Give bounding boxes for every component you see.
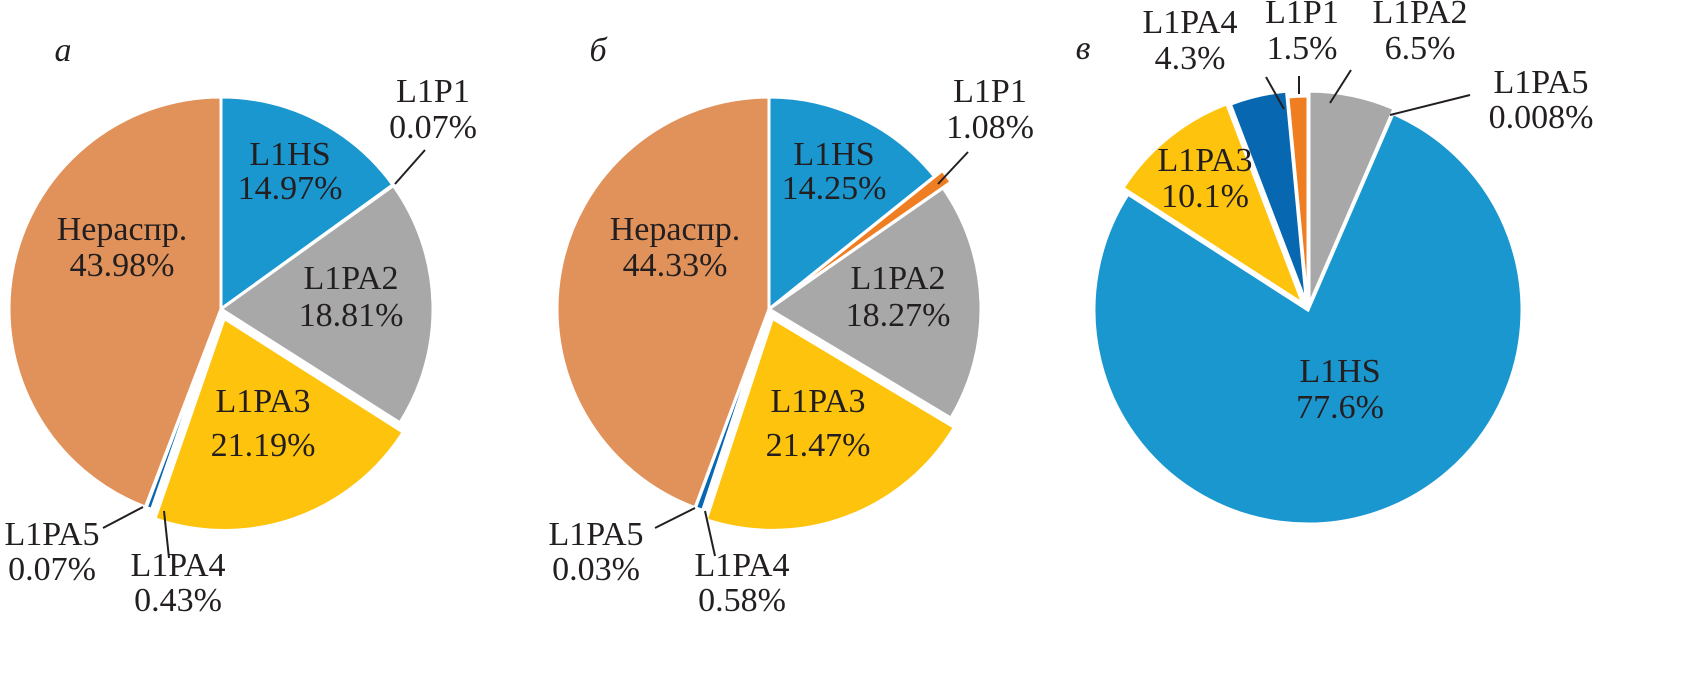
pie-slices: [7, 95, 435, 532]
slice-label-l1p1: L1P1: [1265, 0, 1339, 31]
slice-label-l1pa4: L1PA4: [130, 547, 225, 584]
slice-label-l1hs: L1HS: [249, 136, 330, 173]
slice-label-l1hs: L1HS: [1299, 353, 1380, 390]
slice-value-l1pa2: 18.81%: [299, 297, 404, 334]
leader-line-l1pa4: [163, 510, 170, 559]
slice-value-unassigned: 43.98%: [70, 247, 175, 284]
panel-label: б: [589, 32, 608, 69]
pie-slice-l1p1: [1286, 94, 1310, 311]
pie-slice-unassigned: [555, 95, 771, 510]
pie-slices: [1092, 89, 1524, 526]
pie-slice-l1p1: [776, 168, 954, 305]
slice-value-unassigned: 44.33%: [623, 247, 728, 284]
slice-value-l1pa3: 10.1%: [1161, 178, 1249, 215]
slice-label-unassigned: Нераспр.: [57, 211, 188, 248]
slice-label-l1p1: L1P1: [953, 73, 1027, 110]
slice-label-unassigned: Нераспр.: [610, 211, 741, 248]
pie-slice-l1hs: [219, 95, 395, 312]
slice-label-l1pa4: L1PA4: [1142, 4, 1237, 41]
pie-slice-l1pa2: [766, 185, 983, 421]
slice-value-l1p1: 1.08%: [946, 109, 1034, 146]
leader-line-l1pa5: [654, 507, 696, 529]
slice-value-l1pa2: 6.5%: [1385, 30, 1456, 67]
pie-slice-l1hs: [767, 95, 937, 313]
slice-value-l1pa3: 21.47%: [766, 427, 871, 464]
leader-line-l1p1: [394, 149, 426, 185]
slice-value-l1p1: 0.07%: [389, 109, 477, 146]
leader-line-l1pa2: [1329, 69, 1352, 104]
pie-slice-l1pa2: [218, 183, 435, 425]
slice-value-l1pa3: 21.19%: [211, 427, 316, 464]
slice-label-l1hs: L1HS: [793, 136, 874, 173]
panel-label: а: [55, 32, 72, 69]
pie-chart-a: аL1HS14.97%L1P10.07%L1PA218.81%L1PA321.1…: [4, 32, 476, 619]
slice-label-l1pa2: L1PA2: [850, 260, 945, 297]
slice-label-l1pa5: L1PA5: [4, 516, 99, 553]
leader-line-l1pa4: [1265, 76, 1285, 110]
slice-value-l1pa4: 4.3%: [1155, 40, 1226, 77]
slice-value-l1pa2: 18.27%: [846, 297, 951, 334]
slice-value-l1pa5: 0.07%: [8, 551, 96, 588]
leader-line-l1pa5: [1389, 94, 1471, 116]
pie-slice-l1pa4: [1228, 89, 1309, 305]
pie-slice-l1pa3: [1120, 101, 1306, 308]
slice-value-l1pa5: 0.008%: [1489, 99, 1594, 136]
slice-label-l1pa3: L1PA3: [770, 383, 865, 420]
slice-value-l1p1: 1.5%: [1267, 30, 1338, 67]
slice-label-l1pa5: L1PA5: [1493, 64, 1588, 101]
slice-label-l1pa3: L1PA3: [1157, 142, 1252, 179]
slice-value-l1pa5: 0.03%: [552, 551, 640, 588]
pie-slice-unassigned: [7, 95, 223, 509]
pie-slice-l1pa2: [1307, 89, 1396, 306]
slice-value-l1pa4: 0.58%: [698, 582, 786, 619]
leader-line-l1p1: [937, 151, 969, 185]
slice-value-l1pa4: 0.43%: [134, 582, 222, 619]
slice-label-l1pa2: L1PA2: [303, 260, 398, 297]
slice-label-l1p1: L1P1: [396, 73, 470, 110]
slice-label-l1pa3: L1PA3: [215, 383, 310, 420]
slice-label-l1pa2: L1PA2: [1372, 0, 1467, 31]
slice-value-l1hs: 77.6%: [1296, 389, 1384, 426]
panel-label: в: [1076, 30, 1091, 67]
pie-slice-l1pa3: [704, 316, 957, 532]
leader-line-l1pa5: [102, 506, 144, 529]
slice-value-l1hs: 14.25%: [782, 170, 887, 207]
pie-slice-l1pa3: [153, 316, 406, 532]
pie-slices: [555, 95, 983, 532]
pie-labels: L1HS14.97%L1P10.07%L1PA218.81%L1PA321.19…: [4, 73, 476, 619]
slice-value-l1hs: 14.97%: [238, 170, 343, 207]
pie-slice-l1hs: [1092, 111, 1524, 526]
slice-label-l1pa5: L1PA5: [548, 516, 643, 553]
leader-line-l1pa4: [704, 510, 716, 557]
slice-label-l1pa4: L1PA4: [694, 547, 789, 584]
